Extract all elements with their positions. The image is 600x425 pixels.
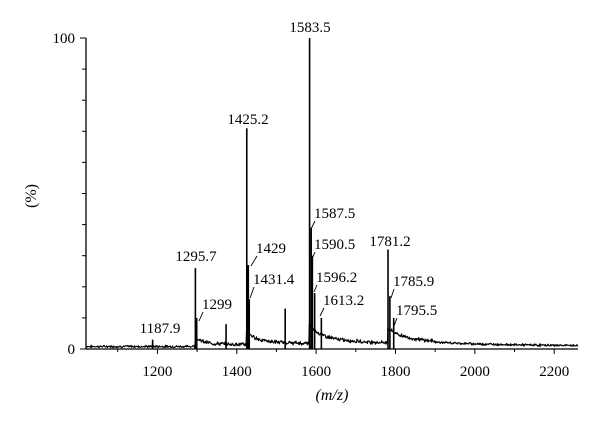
peak-label: 1795.5 xyxy=(396,303,437,319)
peak-label: 1596.2 xyxy=(316,270,357,286)
peak-label: 1781.2 xyxy=(369,234,410,250)
peak-label-leader xyxy=(198,311,204,322)
peak-label-leader xyxy=(311,251,316,260)
peak-label: 1429 xyxy=(256,241,286,257)
peak-label: 1299 xyxy=(202,297,232,313)
peak-label-leader xyxy=(313,284,318,293)
peak-labels: 1187.9 1295.7 1299 1425.2 1429 1431.4 1583.5 15… xyxy=(140,20,438,337)
peak-label-leader xyxy=(319,307,325,317)
x-tick-label: 2000 xyxy=(460,364,490,380)
x-tick-label: 1200 xyxy=(142,364,172,380)
axis-ticks: 1200 1400 1600 1800 2000 2200 0 100 xyxy=(53,31,570,380)
peak-label: 1613.2 xyxy=(323,293,364,309)
peak-label-leader xyxy=(249,286,255,299)
x-axis-label: (m/z) xyxy=(316,387,349,404)
peak-label-leader xyxy=(250,255,258,267)
peak-label: 1587.5 xyxy=(314,206,355,222)
peak-label: 1431.4 xyxy=(253,272,295,288)
peak-label: 1583.5 xyxy=(289,20,330,36)
x-tick-label: 1800 xyxy=(380,364,410,380)
x-tick-label: 1600 xyxy=(301,364,331,380)
peak-label-leader xyxy=(393,317,398,327)
y-tick-label: 100 xyxy=(53,31,76,47)
plot-area xyxy=(85,323,579,349)
peak-label: 1425.2 xyxy=(227,112,268,128)
y-axis-label: (%) xyxy=(23,184,40,208)
peak-label: 1590.5 xyxy=(314,237,355,253)
x-tick-label: 1400 xyxy=(222,364,252,380)
spectrum-trace xyxy=(85,323,579,349)
y-tick-label: 0 xyxy=(68,342,76,358)
peak-label: 1785.9 xyxy=(393,274,434,290)
peak-label: 1187.9 xyxy=(140,321,181,337)
peak-label-leader xyxy=(390,288,395,299)
peak-label: 1295.7 xyxy=(175,249,217,265)
x-tick-label: 2200 xyxy=(539,364,569,380)
peak-marks xyxy=(151,38,395,349)
peak-label-leader xyxy=(310,220,316,230)
